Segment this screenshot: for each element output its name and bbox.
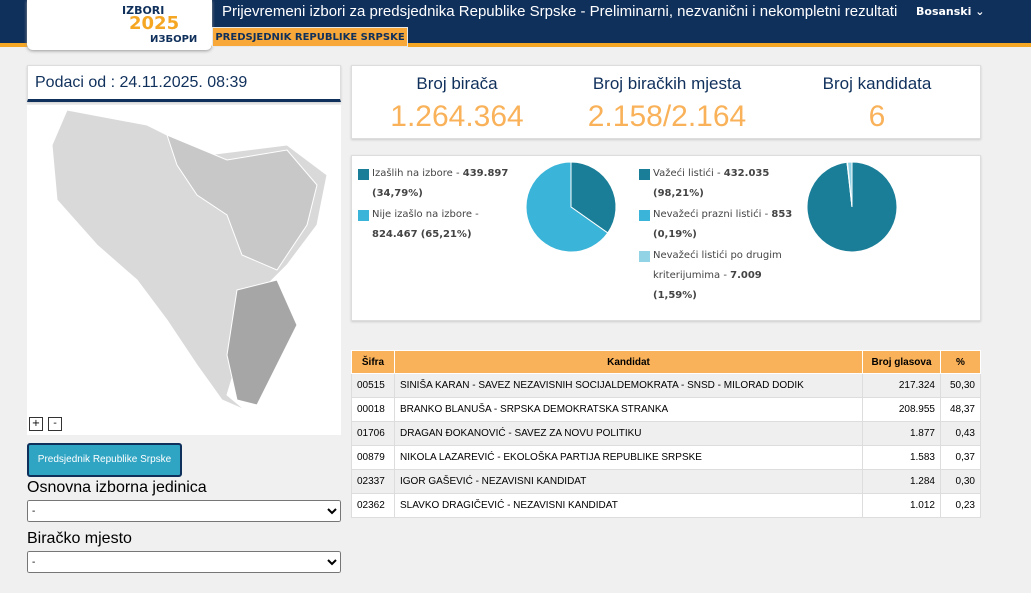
- map-region: [166, 134, 318, 271]
- table-cell: 1.284: [862, 469, 941, 494]
- legend-item: Važeći listići - 432.035 (98,21%): [639, 164, 803, 204]
- level-button[interactable]: Predsjednik Republike Srpske: [27, 443, 182, 477]
- table-cell: 0,37: [940, 445, 981, 470]
- pie-slice: [846, 161, 853, 208]
- stats: Izašlih na izbore - 439.897 (34,79%) Nije…: [351, 155, 981, 321]
- table-cell: 1.583: [862, 445, 941, 470]
- tab[interactable]: PREDSJEDNIK REPUBLIKE SRPSKE: [212, 27, 408, 47]
- legend-label: Važeći listići -: [653, 168, 724, 179]
- legend-item: Nevažeći listići po drugim kriterijumima…: [639, 246, 803, 306]
- table-cell: 48,37: [940, 397, 981, 422]
- table-row[interactable]: 00018 BRANKO BLANUŠA - SRPSKA DEMOKRATSKA…: [351, 397, 981, 422]
- table-cell: 02362: [351, 493, 395, 518]
- legend-swatch: [358, 210, 369, 221]
- pie-slice: [525, 161, 609, 253]
- station-select[interactable]: -: [27, 551, 341, 573]
- legend-label: Nije izašlo na izbore -: [372, 209, 479, 220]
- updated: Podaci od : 24.11.2025. 08:39: [27, 65, 341, 102]
- legend-count: 439.897: [462, 168, 509, 179]
- legend-swatch: [639, 210, 650, 221]
- legend-percent: (65,21%): [420, 229, 472, 240]
- table-row[interactable]: 02362 SLAVKO DRAGIČEVIĆ - NEZAVISNI KANDI…: [351, 493, 981, 518]
- column-header: Šifra: [351, 350, 395, 374]
- legend-count: 7.009: [730, 270, 762, 281]
- logo-year: 2025: [129, 13, 180, 34]
- summary-label: Broj kandidata: [822, 74, 932, 93]
- legend-swatch: [358, 169, 369, 180]
- legend-swatch: [639, 251, 650, 262]
- table-cell: 00515: [351, 373, 395, 398]
- legend-label: Nevažeći listići po drugim kriterijumima…: [653, 250, 782, 281]
- legend-item: Nevažeći prazni listići - 853 (0,19%): [639, 205, 803, 245]
- legend-percent: (34,79%): [372, 188, 423, 199]
- table-cell: 50,30: [940, 373, 981, 398]
- legend-percent: (98,21%): [653, 188, 704, 199]
- station-label: Biračko mjesto: [27, 530, 132, 547]
- table-row[interactable]: 00879 NIKOLA LAZAREVIĆ - EKOLOŠKA PARTIJA…: [351, 445, 981, 470]
- legend-percent: (1,59%): [653, 290, 697, 301]
- table-cell: 0,43: [940, 421, 981, 446]
- summary-label: Broj birača: [416, 74, 498, 93]
- results-table: Šifra Kandidat Broj glasova% 00515 SINIŠA KA…: [351, 350, 981, 518]
- table-cell: 208.955: [862, 397, 941, 422]
- language-select[interactable]: Bosanski ⌄: [916, 5, 985, 18]
- logo[interactable]: IZBORI 2025 ИЗБОРИ: [27, 0, 212, 50]
- map[interactable]: [27, 105, 341, 435]
- table-cell: 00018: [351, 397, 395, 422]
- table-cell: 0,23: [940, 493, 981, 518]
- map-region: [226, 279, 298, 406]
- table-cell: 1.012: [862, 493, 941, 518]
- table-cell: 1.877: [862, 421, 941, 446]
- zoom-in[interactable]: +: [29, 417, 43, 431]
- legend-count: 432.035: [723, 168, 770, 179]
- header-row: Šifra Kandidat Broj glasova%: [351, 350, 981, 374]
- summary-value: 1.264.364: [390, 100, 524, 133]
- table-cell: 00879: [351, 445, 395, 470]
- language: Bosanski: [916, 5, 972, 18]
- table-cell: SINIŠA KARAN - SAVEZ NEZAVISNIH SOCIJALD…: [394, 373, 863, 398]
- summary-value: 6: [868, 100, 886, 133]
- summary-value: 2.158/2.164: [587, 100, 747, 133]
- legend-swatch: [639, 169, 650, 180]
- unit-label: Osnovna izborna jedinica: [27, 479, 207, 496]
- legend-percent: (0,19%): [653, 229, 697, 240]
- table-cell: DRAGAN ĐOKANOVIĆ - SAVEZ ZA NOVU POLITIK…: [394, 421, 863, 446]
- table-cell: 02337: [351, 469, 395, 494]
- logo-top: IZBORI: [122, 4, 165, 17]
- table-cell: NIKOLA LAZAREVIĆ - EKOLOŠKA PARTIJA REPU…: [394, 445, 863, 470]
- pie-slice: [570, 161, 617, 234]
- summary-label: Broj biračkih mjesta: [592, 74, 742, 93]
- legend-label: Izašlih na izbore -: [372, 168, 463, 179]
- page-title: Prijevremeni izbori za predsjednika Repu…: [222, 3, 898, 20]
- legend-count: 824.467: [372, 229, 418, 240]
- table-cell: 01706: [351, 421, 395, 446]
- legend-count: 853: [771, 209, 793, 220]
- legend-label: Nevažeći prazni listići -: [653, 209, 772, 220]
- column-header: %: [940, 350, 981, 374]
- pies: [525, 161, 898, 253]
- zoom-out[interactable]: -: [48, 417, 62, 431]
- table-cell: 0,30: [940, 469, 981, 494]
- table-row[interactable]: 01706 DRAGAN ĐOKANOVIĆ - SAVEZ ZA NOVU PO…: [351, 421, 981, 446]
- column-header: Broj glasova: [862, 350, 941, 374]
- table-row[interactable]: 00515 SINIŠA KARAN - SAVEZ NEZAVISNIH SOC…: [351, 373, 981, 398]
- column-header: Kandidat: [394, 350, 863, 374]
- table-cell: BRANKO BLANUŠA - SRPSKA DEMOKRATSKA STRA…: [394, 397, 863, 422]
- table-cell: SLAVKO DRAGIČEVIĆ - NEZAVISNI KANDIDAT: [394, 493, 863, 518]
- logo-bottom: ИЗБОРИ: [150, 34, 198, 45]
- legend-item: Izašlih na izbore - 439.897 (34,79%): [358, 164, 522, 204]
- table-row[interactable]: 02337 IGOR GAŠEVIĆ - NEZAVISNI KANDIDAT 1.…: [351, 469, 981, 494]
- unit-select[interactable]: -: [27, 500, 341, 522]
- legend-item: Nije izašlo na izbore - 824.467 (65,21%): [358, 205, 522, 245]
- table-cell: 217.324: [862, 373, 941, 398]
- table-cell: IGOR GAŠEVIĆ - NEZAVISNI KANDIDAT: [394, 469, 863, 494]
- summary: Broj birača 1.264.364 Broj biračkih mjesta…: [351, 65, 981, 139]
